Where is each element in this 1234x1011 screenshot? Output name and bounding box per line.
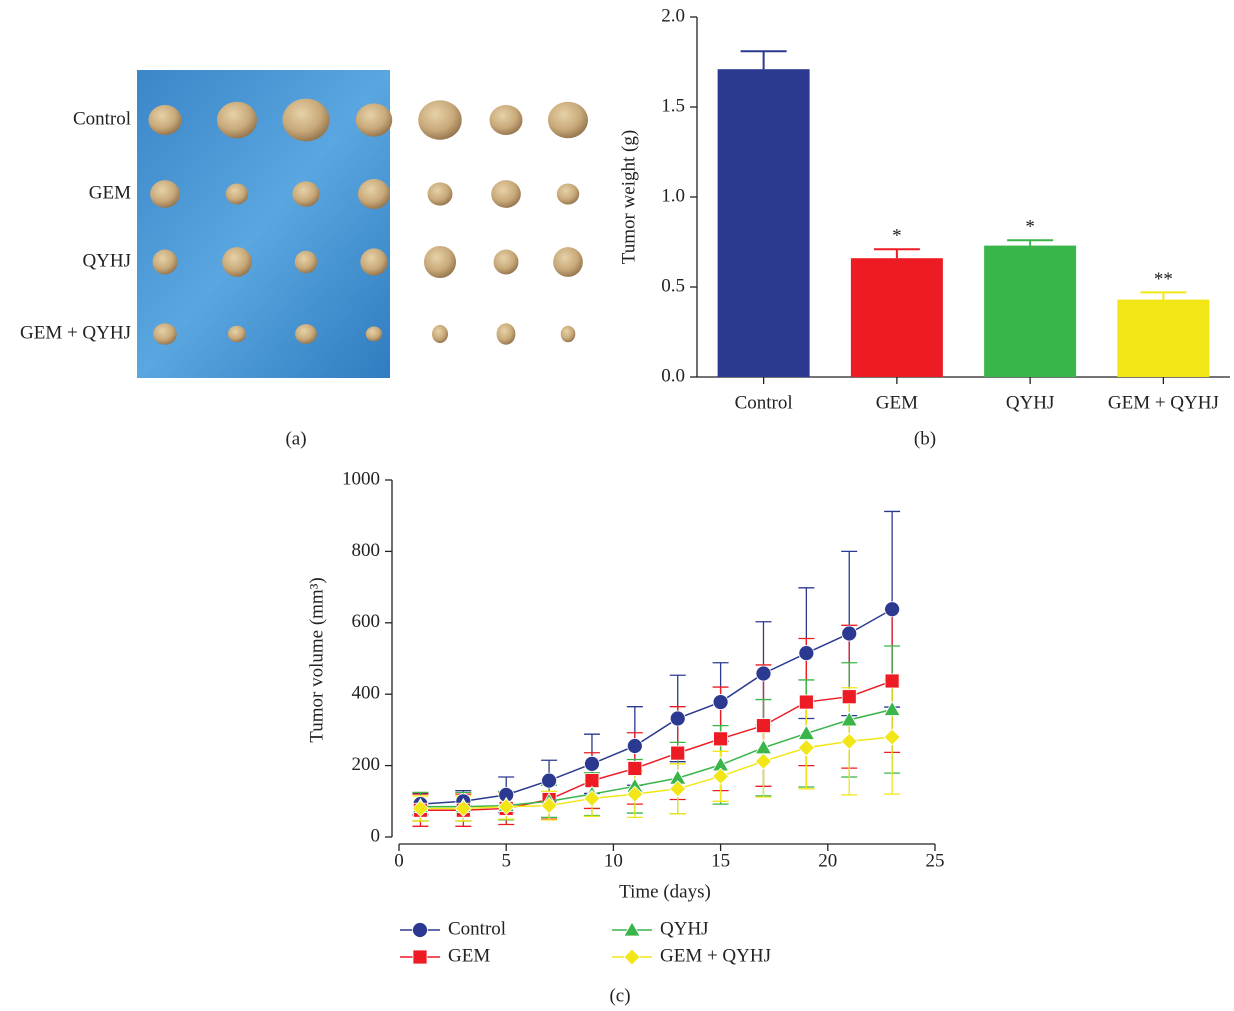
marker bbox=[885, 602, 900, 617]
tumor bbox=[226, 184, 249, 205]
marker bbox=[755, 753, 771, 769]
tumor bbox=[432, 325, 448, 343]
y-tick-label: 400 bbox=[352, 683, 381, 704]
legend-label: GEM + QYHJ bbox=[660, 945, 771, 966]
tumor bbox=[366, 327, 383, 342]
tumor bbox=[494, 250, 519, 275]
tumor bbox=[295, 251, 318, 274]
tumor bbox=[153, 250, 178, 275]
bar bbox=[1117, 300, 1209, 377]
tumor bbox=[149, 105, 182, 135]
legend-marker bbox=[413, 950, 427, 964]
y-axis-label: Tumor volume (mm³) bbox=[306, 577, 327, 742]
photo-label: Control bbox=[73, 108, 131, 129]
tumor bbox=[295, 324, 317, 344]
marker bbox=[884, 729, 900, 745]
tumor bbox=[561, 326, 576, 343]
marker bbox=[885, 674, 899, 688]
x-tick-label: 5 bbox=[501, 850, 511, 871]
tumor bbox=[428, 182, 453, 205]
marker bbox=[628, 761, 642, 775]
significance-label: * bbox=[892, 226, 902, 247]
panel-caption: (b) bbox=[914, 428, 936, 449]
tumor bbox=[217, 102, 257, 138]
y-tick-label: 2.0 bbox=[661, 5, 685, 26]
tumor bbox=[553, 247, 583, 277]
legend-marker bbox=[413, 923, 428, 938]
tumor bbox=[222, 247, 252, 277]
y-tick-label: 1000 bbox=[342, 468, 380, 489]
marker bbox=[542, 773, 557, 788]
legend-label: QYHJ bbox=[660, 918, 709, 939]
marker bbox=[584, 756, 599, 771]
marker bbox=[842, 626, 857, 641]
x-tick-label: 15 bbox=[711, 850, 730, 871]
legend-label: GEM bbox=[448, 945, 490, 966]
photo-label: QYHJ bbox=[82, 250, 131, 271]
marker bbox=[756, 719, 770, 733]
tumor bbox=[557, 184, 580, 205]
tumor bbox=[497, 323, 516, 344]
bar bbox=[851, 258, 943, 377]
legend-marker bbox=[624, 949, 640, 965]
tumor bbox=[424, 246, 456, 278]
y-tick-label: 600 bbox=[352, 611, 381, 632]
y-tick-label: 0 bbox=[371, 825, 381, 846]
marker bbox=[670, 711, 685, 726]
panel-caption: (c) bbox=[609, 985, 630, 1006]
x-axis-label: Time (days) bbox=[619, 881, 711, 902]
marker bbox=[756, 666, 771, 681]
bar bbox=[718, 69, 810, 377]
y-tick-label: 1.5 bbox=[661, 95, 685, 116]
x-tick-label: 0 bbox=[394, 850, 404, 871]
series-line bbox=[420, 609, 892, 804]
tumor bbox=[228, 326, 246, 343]
x-tick-label: QYHJ bbox=[1006, 392, 1055, 413]
photo-label: GEM + QYHJ bbox=[20, 322, 131, 343]
marker bbox=[842, 690, 856, 704]
marker bbox=[671, 746, 685, 760]
tumor bbox=[358, 179, 390, 209]
tumor bbox=[292, 181, 319, 206]
y-tick-label: 0.0 bbox=[661, 365, 685, 386]
y-axis-label: Tumor weight (g) bbox=[618, 130, 639, 264]
marker bbox=[799, 646, 814, 661]
x-tick-label: GEM bbox=[876, 392, 918, 413]
y-tick-label: 200 bbox=[352, 754, 381, 775]
tumor bbox=[491, 180, 521, 208]
photo-label: GEM bbox=[89, 182, 131, 203]
legend-label: Control bbox=[448, 918, 506, 939]
tumor bbox=[360, 248, 387, 275]
tumor bbox=[548, 102, 588, 138]
marker bbox=[755, 740, 771, 754]
x-tick-label: 20 bbox=[818, 850, 837, 871]
page: Control GEM QYHJ GEM + QYHJ (a) 0.0 0.5 1.… bbox=[0, 0, 1234, 1011]
tumor bbox=[153, 323, 177, 344]
tumor bbox=[282, 99, 329, 142]
significance-label: ** bbox=[1154, 269, 1173, 290]
marker bbox=[798, 740, 814, 756]
panel-caption: (a) bbox=[285, 428, 306, 449]
tumor bbox=[490, 105, 523, 135]
marker bbox=[713, 695, 728, 710]
tumor bbox=[356, 103, 393, 136]
marker bbox=[841, 733, 857, 749]
x-tick-label: 10 bbox=[604, 850, 623, 871]
marker bbox=[627, 738, 642, 753]
significance-label: * bbox=[1025, 217, 1035, 238]
y-tick-label: 1.0 bbox=[661, 185, 685, 206]
marker bbox=[884, 702, 900, 716]
tumor bbox=[150, 180, 180, 208]
marker bbox=[714, 732, 728, 746]
x-tick-label: 25 bbox=[926, 850, 945, 871]
marker bbox=[799, 695, 813, 709]
x-tick-label: Control bbox=[735, 392, 793, 413]
bar bbox=[984, 246, 1076, 377]
y-tick-label: 800 bbox=[352, 540, 381, 561]
x-tick-label: GEM + QYHJ bbox=[1108, 392, 1219, 413]
tumor bbox=[418, 100, 462, 140]
y-tick-label: 0.5 bbox=[661, 275, 685, 296]
figure: Control GEM QYHJ GEM + QYHJ (a) 0.0 0.5 1.… bbox=[0, 0, 1234, 1011]
legend-marker bbox=[624, 922, 640, 936]
